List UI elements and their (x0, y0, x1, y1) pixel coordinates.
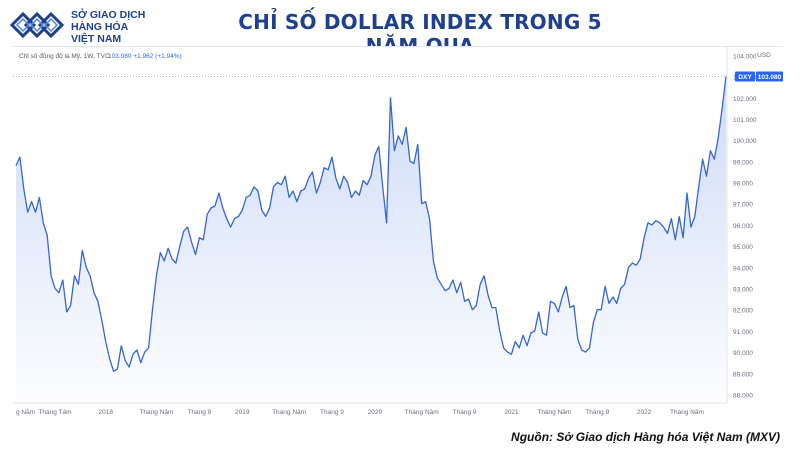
x-tick-label: Tháng Tám (38, 409, 71, 416)
logo-wordmark: SỞ GIAO DỊCH HÀNG HÓA VIỆT NAM (71, 9, 145, 45)
currency-label: USD (757, 52, 771, 59)
y-tick-label: 104.000 (733, 53, 757, 60)
symbol-badge-text: DXY (738, 74, 752, 81)
dxy-chart: 88.000 89.000 90.000 91.000 92.000 93.000 94.0… (13, 47, 783, 416)
x-tick-label: 2020 (368, 409, 383, 416)
y-tick-label: 94.000 (733, 265, 753, 272)
brand-logo: SỞ GIAO DỊCH HÀNG HÓA VIỆT NAM (10, 6, 210, 45)
x-tick-label: Tháng Năm (405, 409, 439, 416)
y-tick-label: 97.000 (733, 202, 753, 209)
x-tick-label: Tháng Năm (670, 409, 704, 416)
y-tick-label: 91.000 (733, 329, 753, 336)
y-tick-label: 101.000 (733, 117, 757, 124)
x-tick-label: Tháng 9 (320, 409, 344, 416)
source-caption: Nguồn: Sở Giao dịch Hàng hóa Việt Nam (M… (511, 430, 780, 444)
x-tick-label: 2021 (504, 409, 519, 416)
y-tick-label: 88.000 (733, 393, 753, 400)
y-tick-label: 98.000 (733, 181, 753, 188)
last-value-badge-bg (756, 71, 783, 82)
x-tick-label: g Năm (16, 409, 35, 416)
x-tick-label: 2022 (637, 409, 652, 416)
x-tick-label: Tháng 9 (585, 409, 609, 416)
series-area (16, 76, 726, 403)
x-tick-label: Tháng Năm (139, 409, 173, 416)
y-tick-label: 93.000 (733, 287, 753, 294)
x-tick-label: Tháng 9 (453, 409, 477, 416)
logo-line-3: VIỆT NAM (71, 33, 122, 45)
symbol-badge-bg (735, 71, 755, 82)
y-tick-label: 96.000 (733, 223, 753, 230)
x-tick-label: 2018 (98, 409, 113, 416)
y-tick-label: 95.000 (733, 244, 753, 251)
y-tick-label: 92.000 (733, 308, 753, 315)
x-tick-label: Tháng Năm (537, 409, 571, 416)
logo-line-2: HÀNG HÓA (71, 21, 129, 33)
y-tick-label: 99.000 (733, 159, 753, 166)
y-tick-label: 90.000 (733, 350, 753, 357)
legend-values: 103.080 +1.962 (+1.94%) (108, 53, 182, 60)
last-value-badge-text: 103.080 (758, 74, 782, 81)
legend-title: Chỉ số đồng đô la Mỹ, 1W, TVC (19, 51, 110, 60)
y-tick-label: 89.000 (733, 371, 753, 378)
x-tick-label: 2019 (235, 409, 250, 416)
y-tick-label: 100.000 (733, 138, 757, 145)
x-tick-label: Tháng 9 (187, 409, 211, 416)
chart-panel: 88.000 89.000 90.000 91.000 92.000 93.000 94.0… (13, 46, 783, 419)
series-line (15, 76, 727, 372)
x-tick-label: Tháng Năm (272, 409, 306, 416)
y-tick-label: 102.000 (733, 96, 757, 103)
logo-line-1: SỞ GIAO DỊCH (71, 9, 146, 21)
logo-mark-icon (10, 11, 65, 39)
